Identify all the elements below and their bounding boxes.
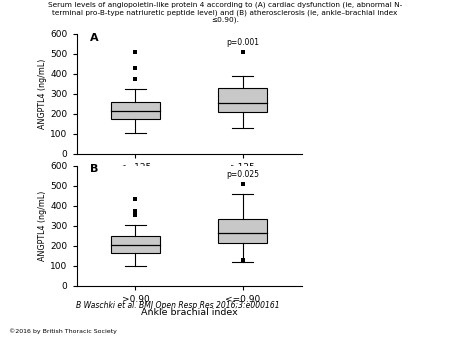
X-axis label: NT-proBNP (pg/mL): NT-proBNP (pg/mL) [144,176,234,185]
Text: B Waschki et al. BMJ Open Resp Res 2016;3:e000161: B Waschki et al. BMJ Open Resp Res 2016;… [76,301,280,311]
Text: Research: Research [374,322,411,331]
Text: A: A [90,32,99,43]
X-axis label: Ankle brachial index: Ankle brachial index [140,308,238,317]
Text: BMJ Open: BMJ Open [369,294,416,303]
Y-axis label: ANGPTL4 (ng/mL): ANGPTL4 (ng/mL) [38,58,47,129]
Text: Respiratory: Respiratory [369,308,416,317]
Bar [111,236,160,252]
Text: ©2016 by British Thoracic Society: ©2016 by British Thoracic Society [9,328,117,334]
Text: p=0.025: p=0.025 [226,170,259,178]
Text: Serum levels of angiopoietin-like protein 4 according to (A) cardiac dysfunction: Serum levels of angiopoietin-like protei… [48,2,402,23]
Text: B: B [90,164,99,174]
Bar [111,102,160,119]
Y-axis label: ANGPTL4 (ng/mL): ANGPTL4 (ng/mL) [38,190,47,261]
Text: p=0.001: p=0.001 [226,38,259,47]
Bar [218,219,267,243]
Bar [218,88,267,112]
